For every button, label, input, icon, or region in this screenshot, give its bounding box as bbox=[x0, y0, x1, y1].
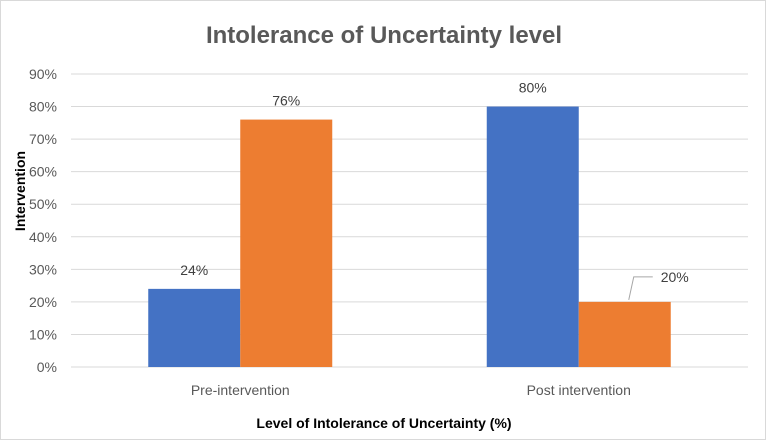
x-category-label: Pre-intervention bbox=[191, 382, 290, 398]
bar bbox=[578, 301, 671, 367]
bar bbox=[486, 106, 579, 368]
bars bbox=[148, 106, 671, 368]
y-tick-label: 70% bbox=[29, 131, 57, 147]
y-tick-label: 30% bbox=[29, 261, 57, 277]
data-label: 24% bbox=[180, 262, 208, 278]
y-axis-ticks: 0% 10% 20% 30% 40% 50% 60% 70% 80% 90% bbox=[29, 66, 57, 375]
bar bbox=[240, 119, 333, 367]
y-tick-label: 50% bbox=[29, 196, 57, 212]
x-axis-categories: Pre-intervention Post intervention bbox=[191, 382, 631, 398]
y-tick-label: 40% bbox=[29, 229, 57, 245]
y-tick-label: 20% bbox=[29, 294, 57, 310]
y-tick-label: 90% bbox=[29, 66, 57, 82]
data-label: 80% bbox=[519, 80, 547, 96]
x-category-label: Post intervention bbox=[527, 382, 631, 398]
data-label: 20% bbox=[661, 269, 689, 285]
y-tick-label: 60% bbox=[29, 164, 57, 180]
data-label: 76% bbox=[272, 93, 300, 109]
bar bbox=[148, 288, 241, 367]
data-label-leader-line bbox=[628, 276, 653, 300]
y-tick-label: 10% bbox=[29, 326, 57, 342]
x-axis-title: Level of Intolerance of Uncertainty (%) bbox=[256, 415, 511, 431]
y-tick-label: 80% bbox=[29, 99, 57, 115]
chart-title: Intolerance of Uncertainty level bbox=[206, 22, 562, 49]
y-axis-title: Intervention bbox=[12, 151, 28, 231]
data-labels: 24% 76% 80% 20% bbox=[180, 80, 689, 300]
y-tick-label: 0% bbox=[37, 359, 57, 375]
